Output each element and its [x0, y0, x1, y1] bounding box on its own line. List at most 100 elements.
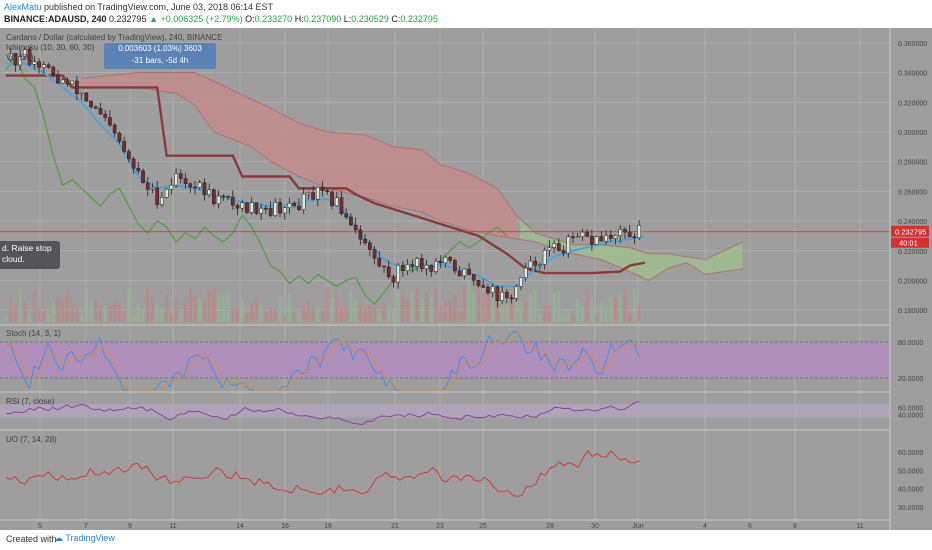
publish-text: published on TradingView.com, June 03, 2…: [44, 2, 274, 12]
volume-bar: [250, 303, 254, 322]
candle-body: [216, 195, 221, 205]
last-price: 0.232795: [109, 14, 147, 24]
price-change: +0.006325 (+2.79%): [160, 14, 243, 24]
legend-rsi[interactable]: RSI (7, close): [6, 397, 55, 406]
candle-body: [273, 202, 278, 216]
volume-bar: [406, 301, 410, 322]
time-tick-label: 21: [391, 523, 399, 530]
volume-bar: [4, 315, 8, 322]
stoch-k-line: [5, 331, 640, 391]
time-tick-label: 18: [324, 523, 332, 530]
volume-bar: [278, 296, 282, 322]
price-tick-label: 0.180000: [898, 308, 927, 315]
volume-bar: [99, 305, 102, 322]
volume-bar: [543, 305, 547, 322]
candle-body: [405, 264, 410, 271]
volume-bar: [179, 309, 183, 322]
candle-body: [51, 66, 56, 75]
annotation-line2: cloud.: [2, 254, 25, 264]
candle-body: [84, 92, 89, 102]
candle-body: [401, 264, 405, 271]
legend-ichimoku[interactable]: Ichimoku (10, 30, 60, 30): [6, 43, 95, 52]
volume-bar: [202, 302, 206, 322]
chart-area[interactable]: 0.360000 0.340000 0.320000 0.300000 0.280000…: [0, 28, 932, 530]
time-tick-label: 8: [793, 523, 797, 530]
price-tick-label: 0.360000: [898, 41, 927, 48]
candle-body: [505, 291, 509, 299]
candle-body: [453, 260, 457, 272]
volume-bar: [491, 289, 495, 322]
volume-bar: [599, 302, 603, 322]
volume-bar: [217, 293, 221, 322]
volume-bar: [425, 291, 429, 322]
candle-body: [471, 274, 476, 281]
plot-background: [0, 28, 890, 520]
candle-body: [632, 236, 637, 239]
candle-body: [221, 195, 226, 198]
volume-bar: [122, 310, 126, 322]
volume-bar: [628, 313, 632, 322]
candle-body: [103, 113, 108, 118]
legend-uo[interactable]: UO (7, 14, 28): [6, 435, 57, 444]
candle-body: [372, 249, 377, 259]
candle-body: [23, 49, 27, 57]
volume-bar: [571, 315, 575, 322]
legend-vol[interactable]: Vol (20): [6, 53, 34, 62]
time-tick-label: 7: [84, 523, 88, 530]
volume-bar: [174, 298, 178, 322]
volume-bar: [614, 298, 618, 322]
candle-body: [590, 236, 594, 245]
candle-body: [415, 258, 419, 267]
candle-body: [599, 236, 604, 242]
current-price-label: 0.232795: [895, 228, 926, 237]
candle-body: [259, 207, 263, 214]
volume-bar: [273, 309, 277, 322]
candle-body: [509, 297, 514, 300]
volume-bar: [472, 293, 476, 322]
candle-body: [145, 182, 150, 190]
candle-body: [160, 197, 164, 205]
candle-body: [462, 268, 467, 277]
ichimoku-cloud: [81, 72, 517, 239]
time-axis[interactable]: [0, 520, 890, 530]
annotation-note[interactable]: d. Raise stop cloud.: [0, 241, 60, 269]
footer: Created with ☁ TradingView: [0, 530, 932, 550]
high-value: 0.237090: [303, 14, 342, 24]
volume-bar: [103, 306, 107, 322]
volume-bar: [585, 289, 589, 322]
volume-bar: [448, 301, 452, 322]
measure-tooltip-line2: -31 bars, -5d 4h: [131, 56, 189, 65]
time-tick-label: 11: [856, 523, 863, 530]
candle-body: [495, 286, 500, 301]
candle-body: [268, 207, 273, 216]
volume-bar: [477, 279, 480, 322]
volume-bar: [401, 293, 405, 322]
candle-body: [278, 202, 282, 214]
volume-bar: [311, 308, 315, 322]
candle-body: [264, 207, 268, 210]
author-link[interactable]: AlexMatu: [4, 2, 42, 12]
legend-stoch[interactable]: Stoch (14, 3, 1): [6, 329, 61, 338]
volume-bar: [538, 314, 542, 322]
candle-body: [386, 266, 391, 278]
volume-bar: [61, 300, 65, 322]
price-axis[interactable]: [890, 28, 932, 530]
candle-body: [188, 183, 193, 188]
volume-bar: [547, 305, 551, 322]
tradingview-logo-link[interactable]: ☁ TradingView: [54, 533, 115, 543]
volume-bar: [377, 312, 381, 322]
volume-bar: [150, 296, 154, 322]
volume-bar: [363, 307, 367, 322]
volume-bar: [28, 313, 32, 322]
candle-body: [235, 205, 240, 209]
candle-body: [618, 229, 623, 236]
volume-bar: [462, 285, 466, 322]
high-label: H:: [294, 14, 304, 24]
candle-body: [358, 229, 363, 240]
candle-body: [287, 202, 292, 209]
candle-body: [613, 235, 618, 239]
candle-body: [604, 235, 608, 242]
legend-main[interactable]: Cardano / Dollar (calculated by TradingV…: [6, 33, 222, 42]
volume-bar: [434, 288, 438, 322]
created-with-label: Created with: [6, 534, 57, 544]
